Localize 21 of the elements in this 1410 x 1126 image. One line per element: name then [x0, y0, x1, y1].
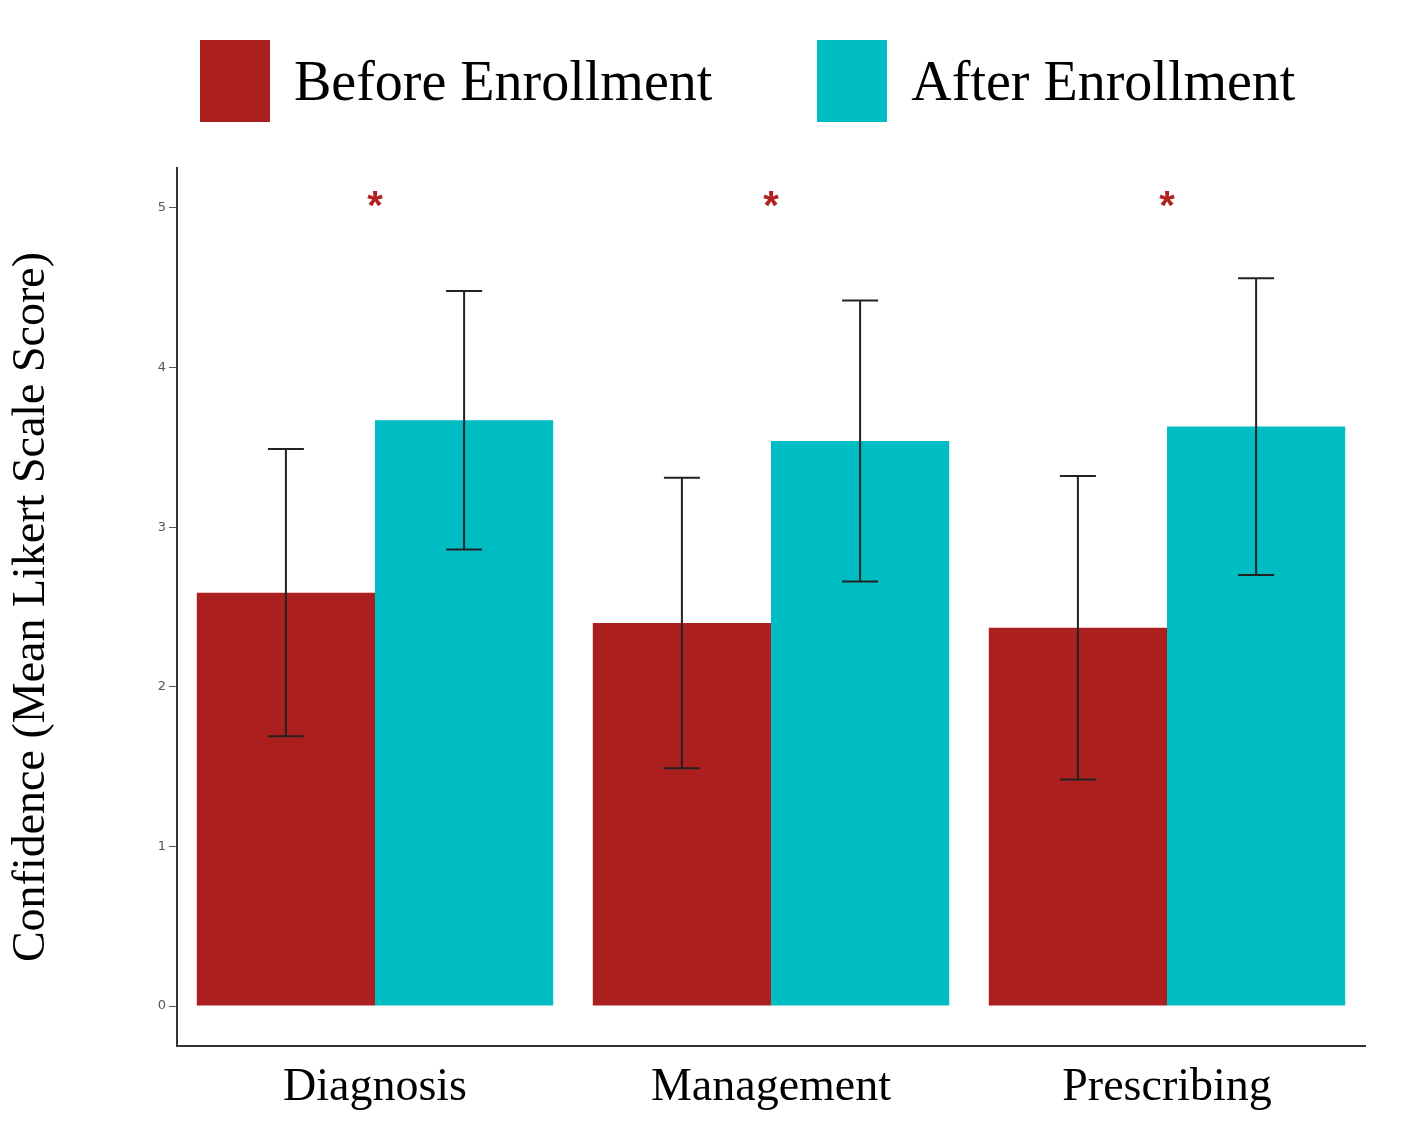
- y-tick-label: 5: [157, 199, 166, 215]
- annotation: *: [367, 183, 384, 228]
- y-tick-label: 4: [157, 358, 166, 374]
- y-axis-title: Confidence (Mean Likert Scale Score): [2, 251, 54, 963]
- legend-label: After Enrollment: [911, 49, 1296, 113]
- annotation: *: [763, 183, 780, 228]
- x-tick-label: Management: [650, 1058, 892, 1110]
- bar: [375, 420, 554, 1006]
- bar: [988, 627, 1167, 1006]
- annotation: *: [1159, 183, 1176, 228]
- x-tick-label: Diagnosis: [283, 1058, 467, 1110]
- x-tick-label: Prescribing: [1062, 1058, 1272, 1110]
- y-tick-label: 0: [157, 997, 166, 1013]
- bar: [771, 440, 950, 1006]
- y-tick-label: 1: [157, 837, 166, 853]
- y-tick-label: 2: [157, 678, 166, 694]
- bar: [592, 622, 771, 1006]
- y-tick-label: 3: [157, 518, 166, 534]
- bar: [1167, 426, 1346, 1006]
- legend-label: Before Enrollment: [294, 49, 713, 113]
- bar: [196, 592, 375, 1006]
